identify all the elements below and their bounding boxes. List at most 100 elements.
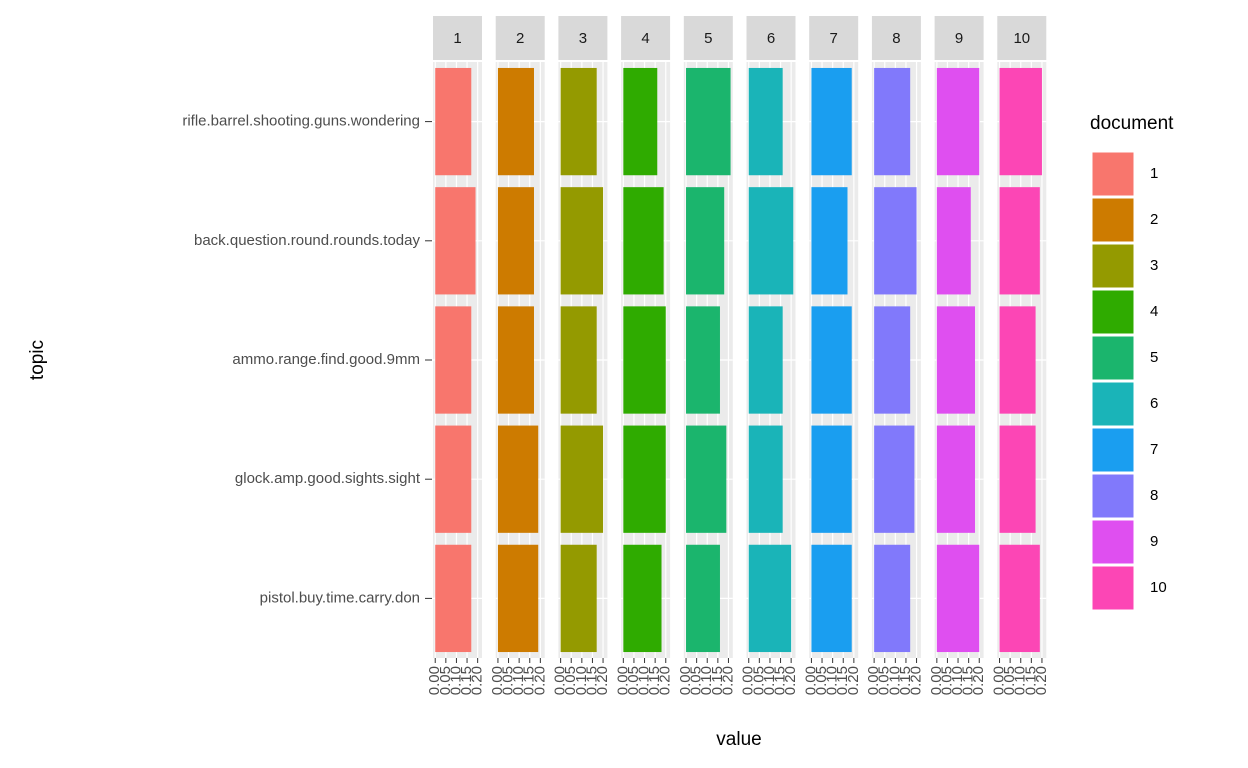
x-tick-label: 0.10 [636,666,653,695]
bar [560,425,604,533]
bar [686,187,725,295]
x-tick-label: 0.05 [813,666,830,695]
strip-label: 10 [1013,30,1030,47]
x-tick-label: 0.20 [970,666,987,695]
bar [999,544,1040,653]
legend-key [1091,473,1135,519]
strip-label: 3 [579,30,587,47]
bar [936,67,980,176]
strip [934,16,984,60]
x-tick-label: 0.10 [949,666,966,695]
bar [999,67,1042,176]
bar [623,187,664,295]
bar [686,306,720,414]
x-tick-label: 0.20 [845,666,862,695]
bar [435,544,472,653]
bar [999,425,1036,533]
bar [435,187,476,295]
legend-key [1091,151,1135,197]
bar [560,67,597,176]
x-tick-label: 0.15 [458,666,475,695]
bar [623,425,666,533]
x-tick-label: 0.00 [740,666,757,695]
x-tick-label: 0.10 [573,666,590,695]
strip-label: 6 [767,30,775,47]
strip-label: 2 [516,30,524,47]
legend-key [1091,381,1135,427]
strip [683,16,733,60]
strip-label: 5 [704,30,712,47]
x-tick-label: 0.00 [677,666,694,695]
strip [809,16,859,60]
bar [435,425,472,533]
bar [686,544,720,653]
x-tick-label: 0.15 [583,666,600,695]
x-tick-label: 0.10 [698,666,715,695]
x-tick-label: 0.10 [447,666,464,695]
x-tick-label: 0.20 [782,666,799,695]
legend-label: 1 [1150,165,1158,182]
bar [874,187,917,295]
x-tick-label: 0.20 [531,666,548,695]
x-tick-label: 0.00 [552,666,569,695]
legend-label: 6 [1150,395,1158,412]
bar [623,306,666,414]
bar [497,187,534,295]
x-tick-label: 0.05 [437,666,454,695]
strip [746,16,796,60]
strip-label: 4 [641,30,649,47]
legend-label: 3 [1150,257,1158,274]
x-tick-label: 0.05 [750,666,767,695]
bar [999,306,1036,414]
bar [748,306,783,414]
bar [748,187,794,295]
bar [999,187,1040,295]
y-tick-label: glock.amp.good.sights.sight [235,470,421,487]
x-tick-label: 0.05 [562,666,579,695]
x-tick-label: 0.20 [1033,666,1050,695]
x-tick-label: 0.05 [1001,666,1018,695]
legend-label: 4 [1150,303,1158,320]
x-tick-label: 0.15 [646,666,663,695]
bar [435,67,472,176]
bar [686,425,727,533]
bar [811,187,848,295]
bar [560,306,597,414]
x-tick-label: 0.00 [802,666,819,695]
legend-key [1091,519,1135,565]
x-tick-label: 0.15 [521,666,538,695]
bar [811,67,852,176]
bar [811,544,852,653]
bar [497,544,539,653]
bar [874,544,911,653]
x-tick-label: 0.20 [657,666,674,695]
bar [874,425,915,533]
x-tick-label: 0.15 [1022,666,1039,695]
x-tick-label: 0.00 [426,666,443,695]
bar [874,306,911,414]
x-tick-label: 0.05 [500,666,517,695]
legend-label: 9 [1150,533,1158,550]
y-axis-title: topic [27,340,48,380]
legend-key [1091,243,1135,289]
legend-label: 5 [1150,349,1158,366]
bar [874,67,911,176]
legend-key [1091,565,1135,611]
strip-label: 1 [453,30,461,47]
x-tick-label: 0.20 [594,666,611,695]
legend-key [1091,197,1135,243]
bar [560,187,604,295]
y-tick-label: back.question.round.rounds.today [194,232,420,249]
bar [811,306,852,414]
bar [686,67,731,176]
x-tick-label: 0.05 [938,666,955,695]
x-tick-label: 0.10 [1012,666,1029,695]
x-tick-label: 0.20 [908,666,925,695]
strip [433,16,482,60]
y-tick-label: rifle.barrel.shooting.guns.wondering [182,113,420,130]
strip [558,16,608,60]
bar [936,306,976,414]
x-tick-label: 0.15 [709,666,726,695]
strip [621,16,671,60]
